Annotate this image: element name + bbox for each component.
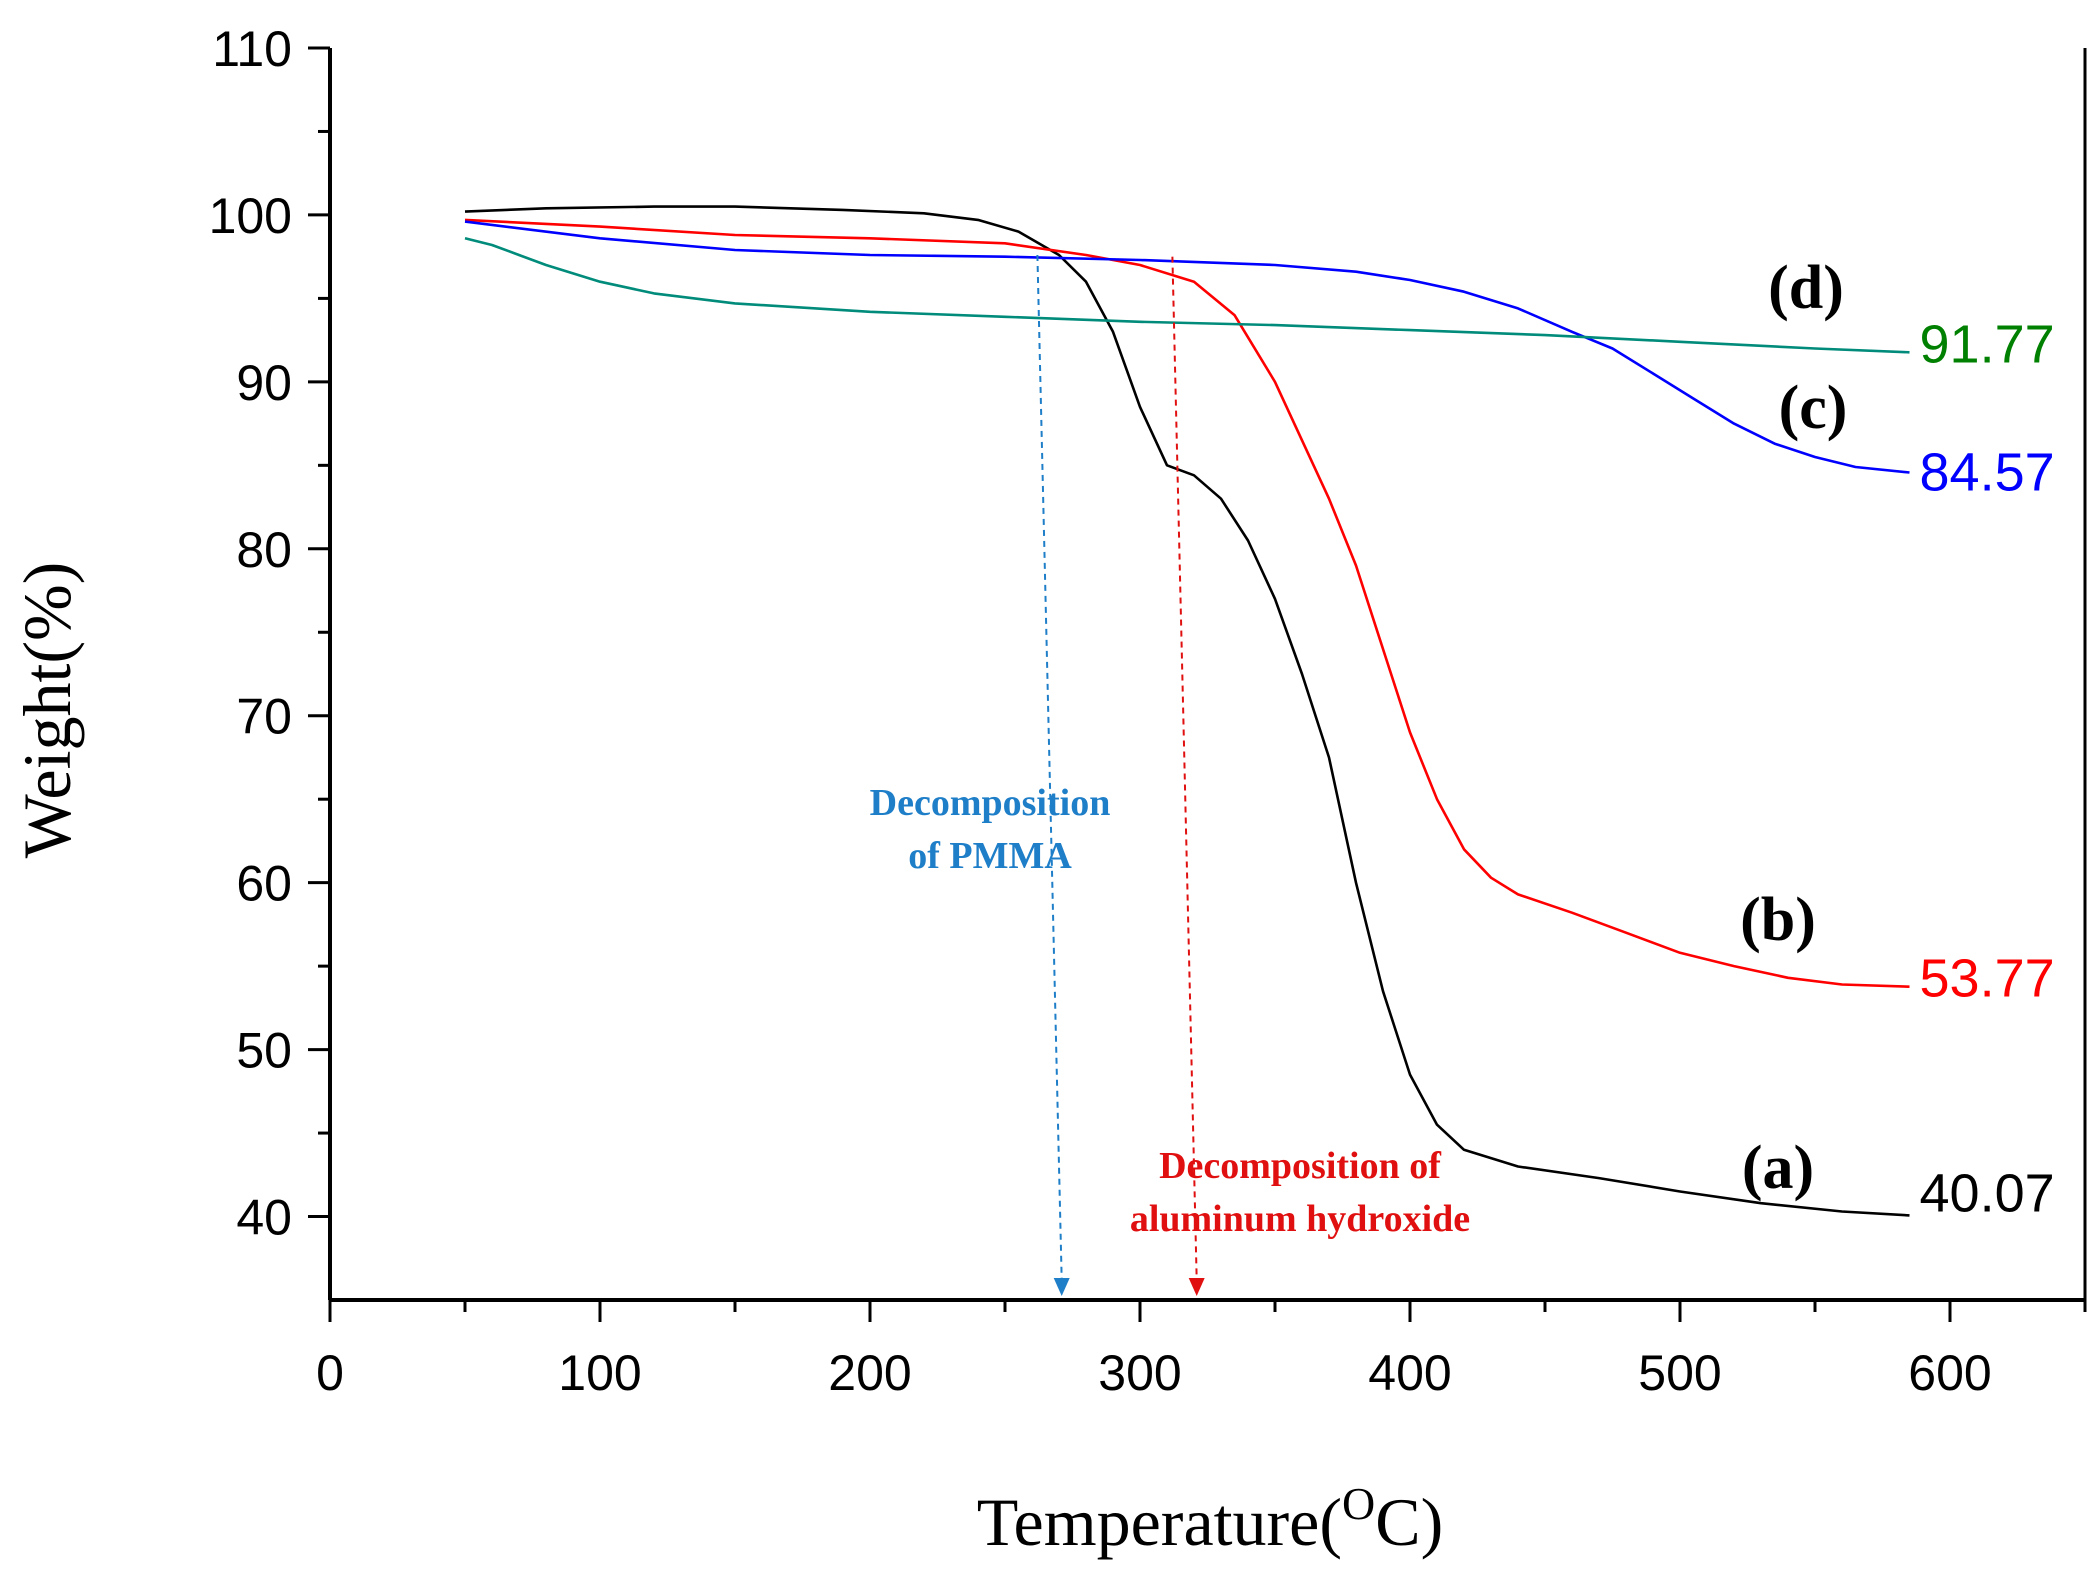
series-line-c <box>464 220 1910 474</box>
series-tag-d: (d) <box>1768 254 1844 322</box>
end-value-label-c: 84.57 <box>1920 443 2055 503</box>
annotation-arrow-line <box>1036 254 1063 1281</box>
y-tick-label: 60 <box>236 856 292 912</box>
series-tag-c: (c) <box>1779 374 1848 442</box>
y-tick-label: 40 <box>236 1190 292 1246</box>
series-line-d <box>464 237 1910 354</box>
x-tick-label: 400 <box>1368 1345 1451 1401</box>
y-tick-label: 100 <box>209 188 292 244</box>
series-layer <box>464 205 1910 1217</box>
end-value-label-a: 40.07 <box>1920 1163 2055 1223</box>
series-tag-a: (a) <box>1742 1134 1814 1202</box>
y-tick-label: 70 <box>236 689 292 745</box>
annotation-arrow-line <box>1171 256 1198 1281</box>
annotation-text: Decomposition of <box>1159 1145 1442 1187</box>
x-tick-label: 200 <box>828 1345 911 1401</box>
x-tick-label: 600 <box>1908 1345 1991 1401</box>
series-tag-b: (b) <box>1740 886 1816 954</box>
series-line-b <box>464 218 1910 988</box>
annotation-text: aluminum hydroxide <box>1130 1198 1470 1240</box>
annotation-arrow-head <box>1188 1278 1205 1296</box>
annotation-text: of PMMA <box>908 835 1072 877</box>
end-value-label-d: 91.77 <box>1920 314 2055 374</box>
y-axis-label: Weight(%) <box>9 562 85 859</box>
y-tick-label: 110 <box>212 21 292 77</box>
x-axis-label-sup: O <box>1342 1478 1375 1529</box>
x-tick-label: 0 <box>316 1345 344 1401</box>
label-layer: (a) 40.07 (b) 53.77 (c) 84.57 (d) 91.77 <box>1740 254 2055 1223</box>
end-value-label-b: 53.77 <box>1920 949 2055 1009</box>
x-axis-label: Temperature(OC) <box>977 1478 1443 1560</box>
x-tick-label: 100 <box>558 1345 641 1401</box>
x-axis-label-main: Temperature( <box>977 1484 1342 1560</box>
series-line-a <box>464 205 1910 1217</box>
x-axis-label-unit: C) <box>1375 1484 1443 1560</box>
annotation-text: Decomposition <box>870 782 1111 824</box>
y-tick-label: 50 <box>236 1023 292 1079</box>
axes: 0 100 200 300 400 500 600 40 50 60 70 80 90 100 110 <box>209 21 2087 1401</box>
y-tick-label: 90 <box>236 355 292 411</box>
annotation-layer: Decomposition of PMMA Decomposition of alum… <box>870 254 1470 1296</box>
y-tick-label: 80 <box>236 522 292 578</box>
annotation-arrow-head <box>1053 1278 1070 1296</box>
x-tick-label: 500 <box>1638 1345 1721 1401</box>
x-tick-label: 300 <box>1098 1345 1181 1401</box>
